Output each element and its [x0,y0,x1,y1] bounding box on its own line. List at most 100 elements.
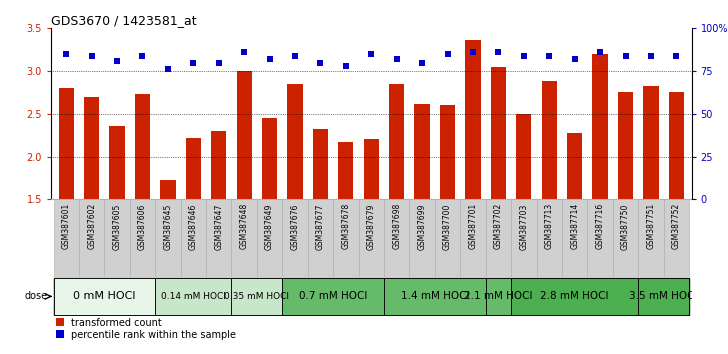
Point [188,60,199,65]
Bar [53,199,79,277]
Bar [109,126,124,199]
Point [340,63,352,69]
Text: GSM387698: GSM387698 [392,203,401,250]
Point [543,53,555,58]
Text: GSM387751: GSM387751 [646,203,655,250]
Text: GSM387701: GSM387701 [469,203,478,250]
Text: 0 mM HOCl: 0 mM HOCl [73,291,135,301]
Text: 2.1 mM HOCl: 2.1 mM HOCl [464,291,533,301]
Bar [542,81,557,199]
Text: GSM387606: GSM387606 [138,203,147,250]
Bar [409,199,435,277]
Bar [465,40,480,199]
Point [518,53,530,58]
Text: GSM387645: GSM387645 [163,203,173,250]
Text: GSM387601: GSM387601 [62,203,71,250]
Bar [664,199,689,277]
Text: GSM387750: GSM387750 [621,203,630,250]
Bar [313,129,328,199]
Point [620,53,631,58]
Bar [587,199,613,277]
Point [137,53,149,58]
Bar [567,133,582,199]
Point [60,51,72,57]
Point [264,56,275,62]
Text: GSM387699: GSM387699 [418,203,427,250]
Bar [282,278,384,315]
Legend: transformed count, percentile rank within the sample: transformed count, percentile rank withi… [56,318,237,339]
Text: 0.7 mM HOCl: 0.7 mM HOCl [299,291,368,301]
Bar [53,278,155,315]
Bar [155,199,181,277]
Bar [384,278,486,315]
Text: GSM387713: GSM387713 [545,203,554,250]
Point [467,50,479,55]
Point [86,53,98,58]
Bar [638,278,689,315]
Point [442,51,454,57]
Text: GSM387647: GSM387647 [214,203,223,250]
Bar [669,92,684,199]
Text: GSM387679: GSM387679 [367,203,376,250]
Bar [618,92,633,199]
Bar [339,142,354,199]
Text: GSM387602: GSM387602 [87,203,96,250]
Point [213,60,224,65]
Bar [84,97,99,199]
Bar [491,67,506,199]
Point [416,60,428,65]
Bar [308,199,333,277]
Point [365,51,377,57]
Text: GSM387700: GSM387700 [443,203,452,250]
Bar [364,139,379,199]
Text: GSM387677: GSM387677 [316,203,325,250]
Bar [206,199,232,277]
Bar [460,199,486,277]
Text: 1.4 mM HOCl: 1.4 mM HOCl [400,291,469,301]
Text: GSM387714: GSM387714 [570,203,579,250]
Bar [414,104,430,199]
Text: GSM387752: GSM387752 [672,203,681,250]
Text: 0.14 mM HOCl: 0.14 mM HOCl [161,292,226,301]
Bar [130,199,155,277]
Text: GSM387702: GSM387702 [494,203,503,250]
Bar [613,199,638,277]
Text: GSM387716: GSM387716 [596,203,604,250]
Text: GSM387703: GSM387703 [519,203,529,250]
Point [289,53,301,58]
Bar [593,54,608,199]
Bar [181,199,206,277]
Bar [359,199,384,277]
Bar [104,199,130,277]
Bar [262,118,277,199]
Point [111,58,123,64]
Text: 3.5 mM HOCl: 3.5 mM HOCl [630,291,698,301]
Point [314,60,326,65]
Point [594,50,606,55]
Bar [237,71,252,199]
Point [645,53,657,58]
Point [569,56,580,62]
Bar [333,199,359,277]
Bar [562,199,587,277]
Bar [232,278,282,315]
Bar [79,199,104,277]
Bar [160,179,175,199]
Text: 0.35 mM HOCl: 0.35 mM HOCl [224,292,290,301]
Text: GDS3670 / 1423581_at: GDS3670 / 1423581_at [51,14,197,27]
Bar [440,105,455,199]
Point [162,67,174,72]
Bar [511,199,537,277]
Bar [282,199,308,277]
Point [493,50,505,55]
Bar [232,199,257,277]
Point [238,50,250,55]
Text: GSM387649: GSM387649 [265,203,274,250]
Bar [288,84,303,199]
Bar [389,84,404,199]
Text: GSM387678: GSM387678 [341,203,350,250]
Bar [638,199,664,277]
Text: GSM387646: GSM387646 [189,203,198,250]
Bar [516,114,531,199]
Bar [135,94,150,199]
